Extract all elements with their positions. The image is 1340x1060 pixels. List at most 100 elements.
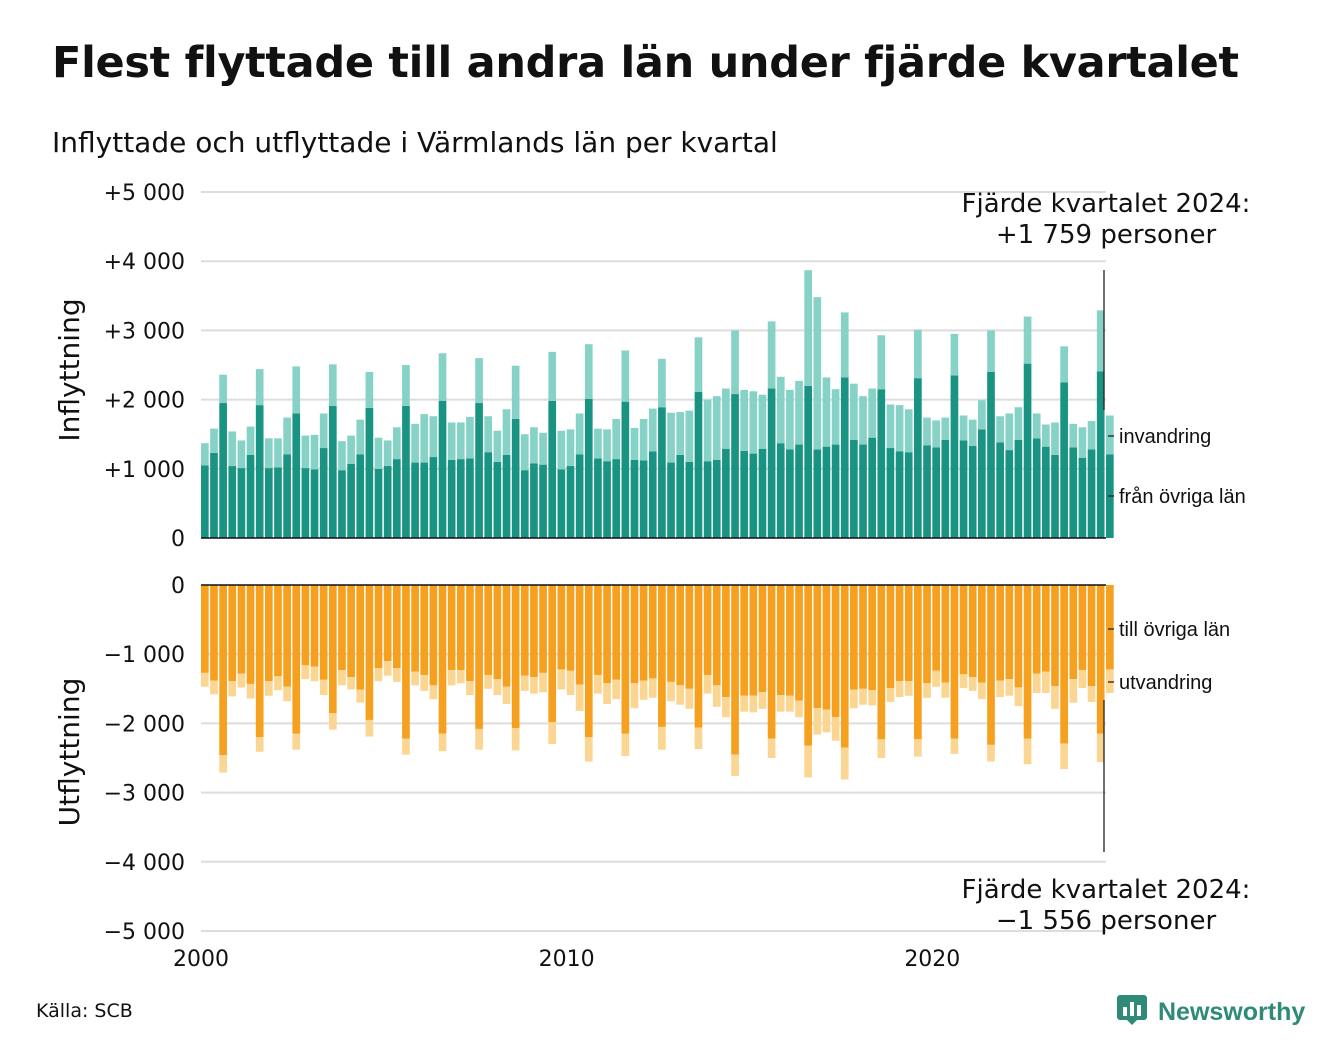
bar-till-ovriga-lan (466, 585, 474, 682)
bar-invandring (575, 413, 584, 455)
bar-till-ovriga-lan (868, 585, 877, 691)
annotation-top-line1: Fjärde kvartalet 2024: (962, 189, 1251, 219)
bar-fran-ovriga-lan (548, 400, 557, 538)
bar-utvandring (685, 688, 694, 709)
bar-fran-ovriga-lan (210, 452, 218, 538)
bar-fran-ovriga-lan (712, 459, 721, 538)
bar-fran-ovriga-lan (310, 469, 319, 538)
bar-utvandring (1078, 670, 1087, 689)
bar-fran-ovriga-lan (411, 462, 419, 538)
bar-till-ovriga-lan (411, 585, 419, 672)
bar-invandring (1087, 421, 1096, 450)
bar-till-ovriga-lan (356, 585, 365, 690)
bar-till-ovriga-lan (648, 585, 657, 679)
bar-fran-ovriga-lan (831, 444, 840, 538)
bar-utvandring (648, 678, 657, 698)
bar-fran-ovriga-lan (1023, 363, 1032, 538)
bar-utvandring (365, 719, 374, 737)
bar-invandring (228, 431, 237, 467)
bar-utvandring (904, 681, 913, 696)
bar-invandring (786, 389, 794, 450)
bar-invandring (840, 312, 849, 378)
bar-till-ovriga-lan (301, 585, 310, 666)
bar-till-ovriga-lan (987, 585, 995, 745)
bar-invandring (356, 419, 365, 455)
bar-invandring (923, 417, 931, 446)
bar-utvandring (639, 680, 648, 700)
bar-utvandring (246, 683, 255, 699)
bar-utvandring (795, 700, 803, 718)
bar-fran-ovriga-lan (685, 461, 694, 538)
bar-fran-ovriga-lan (658, 407, 666, 538)
bar-fran-ovriga-lan (987, 371, 995, 538)
bar-utvandring (923, 683, 931, 698)
bar-utvandring (950, 738, 959, 754)
bar-invandring (237, 440, 246, 469)
bar-till-ovriga-lan (749, 585, 758, 696)
bar-till-ovriga-lan (776, 585, 785, 696)
bar-utvandring (201, 672, 209, 687)
bar-till-ovriga-lan (1087, 585, 1096, 687)
bar-till-ovriga-lan (575, 585, 584, 685)
brand-logo[interactable]: Newsworthy (1116, 994, 1305, 1030)
bar-invandring (594, 428, 602, 459)
bar-fran-ovriga-lan (767, 388, 776, 538)
bar-utvandring (895, 681, 904, 698)
bar-utvandring (356, 689, 365, 703)
bar-fran-ovriga-lan (575, 454, 584, 538)
bar-invandring (283, 417, 291, 455)
bar-till-ovriga-lan (968, 585, 977, 678)
bar-utvandring (941, 682, 950, 698)
bar-fran-ovriga-lan (283, 454, 291, 538)
bar-fran-ovriga-lan (1032, 438, 1041, 538)
bar-invandring (767, 321, 776, 389)
bar-utvandring (484, 674, 493, 689)
bar-fran-ovriga-lan (932, 447, 940, 538)
bar-invandring (566, 429, 575, 467)
bar-utvandring (959, 674, 968, 689)
bar-utvandring (466, 681, 474, 696)
bar-utvandring (813, 708, 822, 735)
bar-invandring (804, 270, 813, 386)
bar-utvandring (520, 675, 529, 691)
bar-invandring (319, 413, 328, 449)
bar-till-ovriga-lan (795, 585, 803, 701)
bar-invandring (310, 434, 319, 470)
bar-fran-ovriga-lan (301, 468, 310, 538)
bar-invandring (520, 434, 529, 471)
newsworthy-logo-icon (1116, 994, 1148, 1030)
bar-fran-ovriga-lan (594, 458, 602, 538)
bar-fran-ovriga-lan (740, 450, 749, 538)
annotation-top-line2: +1 759 personer (996, 220, 1217, 250)
bar-till-ovriga-lan (731, 585, 739, 755)
bar-utvandring (511, 728, 520, 751)
bar-utvandring (264, 681, 273, 696)
bar-invandring (978, 400, 986, 430)
series-label-till-ovriga-lan: till övriga län (1119, 619, 1230, 641)
bar-till-ovriga-lan (347, 585, 355, 678)
bar-fran-ovriga-lan (886, 448, 895, 538)
bar-invandring (694, 337, 703, 392)
bar-utvandring (1096, 733, 1105, 763)
bar-invandring (1096, 310, 1105, 372)
bar-utvandring (447, 670, 456, 686)
bar-fran-ovriga-lan (840, 377, 849, 538)
bar-utvandring (283, 686, 291, 702)
bar-invandring (456, 422, 465, 460)
bar-invandring (941, 417, 950, 440)
bar-invandring (950, 333, 959, 376)
bar-utvandring (621, 733, 630, 756)
bar-invandring (1051, 422, 1059, 455)
bar-till-ovriga-lan (639, 585, 648, 681)
y-axis-title-utflyttning: Utflyttning (53, 678, 86, 827)
y-tick-label: +1 000 (104, 458, 185, 483)
bar-fran-ovriga-lan (968, 445, 977, 538)
bar-invandring (493, 430, 502, 462)
bar-till-ovriga-lan (328, 585, 337, 714)
bar-invandring (603, 429, 611, 462)
bar-till-ovriga-lan (831, 585, 840, 718)
bar-fran-ovriga-lan (374, 468, 383, 538)
bar-fran-ovriga-lan (493, 461, 502, 538)
bar-fran-ovriga-lan (731, 394, 739, 538)
